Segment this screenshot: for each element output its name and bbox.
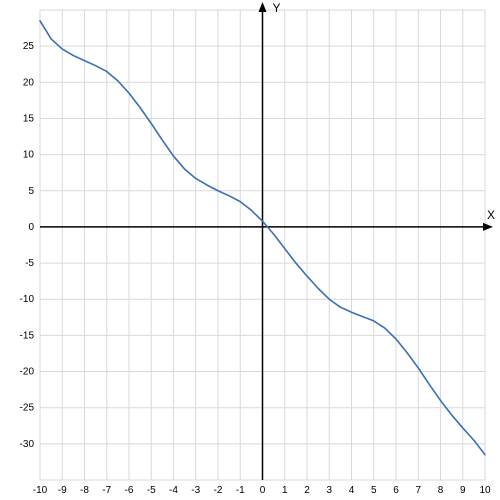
x-tick-label: 6 <box>393 485 399 496</box>
x-tick-label: -9 <box>58 485 67 496</box>
y-tick-label: -20 <box>20 367 35 378</box>
x-tick-label: 2 <box>304 485 310 496</box>
x-tick-label: -4 <box>169 485 178 496</box>
x-axis-label: X <box>487 208 495 222</box>
y-tick-label: 0 <box>28 222 34 233</box>
x-tick-label: 0 <box>260 485 266 496</box>
y-tick-label: 10 <box>23 150 35 161</box>
x-tick-label: 8 <box>438 485 444 496</box>
x-tick-label: 4 <box>349 485 355 496</box>
y-tick-label: -5 <box>25 258 34 269</box>
x-tick-label: 10 <box>479 485 491 496</box>
y-tick-label: 25 <box>23 41 35 52</box>
x-tick-label: 1 <box>282 485 288 496</box>
x-tick-label: 7 <box>415 485 421 496</box>
x-tick-label: -7 <box>102 485 111 496</box>
y-axis-label: Y <box>273 1 281 15</box>
x-tick-label: -5 <box>147 485 156 496</box>
y-tick-label: 20 <box>23 77 35 88</box>
chart-svg: -10-9-8-7-6-5-4-3-2-10123456789102520151… <box>0 0 500 500</box>
x-tick-label: 5 <box>371 485 377 496</box>
x-tick-label: 9 <box>460 485 466 496</box>
y-axis-arrow <box>259 2 267 12</box>
x-axis-arrow <box>483 223 493 231</box>
x-tick-label: 3 <box>326 485 332 496</box>
y-tick-label: -25 <box>20 403 35 414</box>
x-tick-label: -2 <box>214 485 223 496</box>
y-tick-label: -15 <box>20 330 35 341</box>
x-tick-label: -8 <box>80 485 89 496</box>
xy-line-chart: -10-9-8-7-6-5-4-3-2-10123456789102520151… <box>0 0 500 500</box>
x-tick-label: -1 <box>236 485 245 496</box>
y-tick-label: 15 <box>23 113 35 124</box>
y-tick-label: -30 <box>20 439 35 450</box>
x-tick-label: -3 <box>191 485 200 496</box>
x-tick-label: -6 <box>125 485 134 496</box>
y-tick-label: -10 <box>20 294 35 305</box>
x-tick-label: -10 <box>33 485 48 496</box>
y-tick-label: 5 <box>28 186 34 197</box>
